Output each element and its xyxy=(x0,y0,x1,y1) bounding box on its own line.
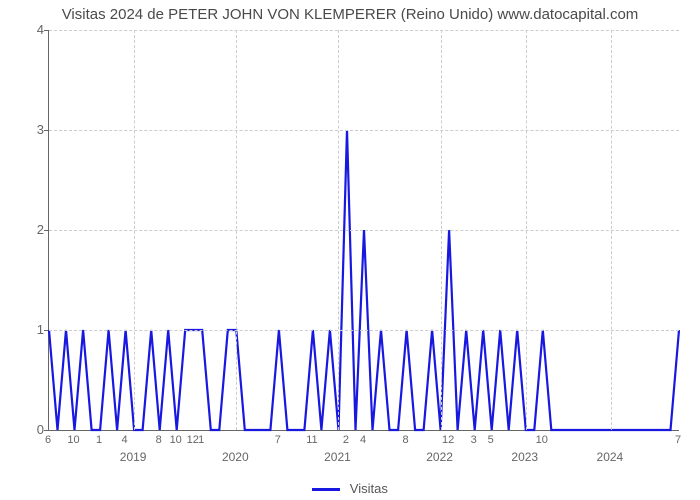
legend-swatch xyxy=(312,488,340,491)
x-year-label: 2022 xyxy=(426,450,453,464)
x-tick-label: 1 xyxy=(96,434,102,446)
x-year-label: 2019 xyxy=(120,450,147,464)
gridline-v xyxy=(338,30,339,430)
x-year-label: 2021 xyxy=(324,450,351,464)
x-tick-label: 5 xyxy=(488,434,494,446)
plot-area xyxy=(48,30,679,431)
visits-series-line xyxy=(49,130,679,430)
x-tick-label: 1 xyxy=(198,434,204,446)
gridline-v xyxy=(611,30,612,430)
gridline-h xyxy=(49,130,679,131)
legend-label: Visitas xyxy=(350,481,388,496)
legend: Visitas xyxy=(0,481,700,496)
x-tick-label: 11 xyxy=(306,434,317,446)
x-year-label: 2020 xyxy=(222,450,249,464)
x-tick-label: 12 xyxy=(442,434,454,446)
y-tick-label: 4 xyxy=(28,22,44,37)
x-tick-label: 8 xyxy=(403,434,409,446)
chart-title: Visitas 2024 de PETER JOHN VON KLEMPERER… xyxy=(0,6,700,23)
x-tick-label: 4 xyxy=(122,434,128,446)
x-year-label: 2023 xyxy=(511,450,538,464)
y-tick-label: 1 xyxy=(28,322,44,337)
y-tick-mark xyxy=(44,430,48,431)
y-tick-label: 3 xyxy=(28,122,44,137)
y-tick-mark xyxy=(44,330,48,331)
x-tick-label: 6 xyxy=(45,434,51,446)
x-tick-label: 10 xyxy=(170,434,182,446)
gridline-v xyxy=(441,30,442,430)
gridline-v xyxy=(236,30,237,430)
x-tick-label: 10 xyxy=(67,434,79,446)
gridline-v xyxy=(526,30,527,430)
gridline-v xyxy=(134,30,135,430)
gridline-h xyxy=(49,230,679,231)
y-tick-mark xyxy=(44,130,48,131)
x-tick-label: 7 xyxy=(675,434,681,446)
visits-chart: Visitas 2024 de PETER JOHN VON KLEMPERER… xyxy=(0,0,700,500)
x-tick-label: 3 xyxy=(471,434,477,446)
x-tick-label: 2 xyxy=(343,434,349,446)
x-tick-label: 12 xyxy=(187,434,199,446)
y-tick-label: 2 xyxy=(28,222,44,237)
x-year-label: 2024 xyxy=(597,450,624,464)
x-tick-label: 10 xyxy=(536,434,548,446)
gridline-h xyxy=(49,330,679,331)
x-tick-label: 7 xyxy=(275,434,281,446)
gridline-h xyxy=(49,30,679,31)
x-tick-label: 8 xyxy=(156,434,162,446)
y-tick-mark xyxy=(44,30,48,31)
y-tick-mark xyxy=(44,230,48,231)
x-tick-label: 4 xyxy=(360,434,366,446)
y-tick-label: 0 xyxy=(28,422,44,437)
